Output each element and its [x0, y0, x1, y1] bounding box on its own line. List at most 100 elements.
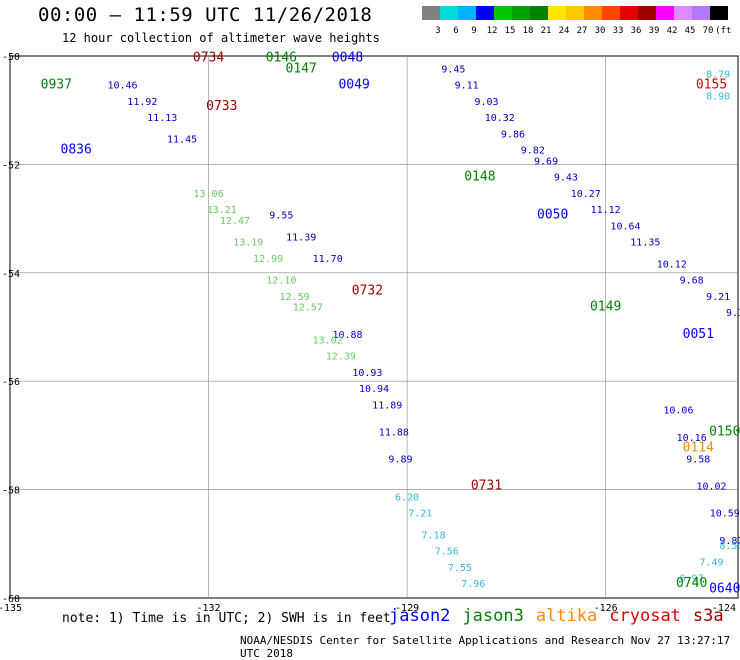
colorbar-label: 39 [649, 26, 660, 36]
swh-point-altika: 7.18 [422, 530, 446, 541]
swh-point-jason2: 9.68 [680, 276, 704, 287]
colorbar-swatch [692, 6, 710, 20]
colorbar-label: 3 [435, 26, 440, 36]
swh-point-jason2: 10.16 [677, 433, 707, 444]
legend-s3a: s3a [692, 606, 724, 626]
colorbar-label: 6 [453, 26, 458, 36]
colorbar-label: 30 [595, 26, 606, 36]
colorbar-swatch [548, 6, 566, 20]
colorbar-swatch [710, 6, 728, 20]
track-time-label: 0836 [61, 143, 92, 158]
altimeter-chart: -135-132-129-126-123-124-50-52-54-56-58-… [0, 50, 740, 614]
swh-point-jason2: 9.89 [388, 455, 412, 466]
track-time-label: 0155 [696, 78, 727, 93]
y-tick-label: -54 [2, 269, 20, 280]
colorbar-label: 70 [703, 26, 714, 36]
swh-point-altika: 7.55 [448, 563, 472, 574]
track-time-label: 0734 [193, 50, 224, 65]
swh-point-jason3: 12.10 [266, 276, 296, 287]
swh-point-jason2: 9.55 [269, 211, 293, 222]
colorbar-label: 18 [523, 26, 534, 36]
colorbar-swatch [530, 6, 548, 20]
track-time-label: 0937 [41, 78, 72, 93]
colorbar-swatch [656, 6, 674, 20]
swh-point-jason3: 12.99 [253, 254, 283, 265]
colorbar-swatch [566, 6, 584, 20]
x-tick-label: -135 [0, 603, 22, 614]
colorbar-label: 9 [471, 26, 476, 36]
track-time-label: 0640 [709, 582, 740, 597]
swh-point-jason3: 12.39 [326, 352, 356, 363]
swh-point-jason3: 12.47 [220, 216, 250, 227]
page-subtitle: 12 hour collection of altimeter wave hei… [62, 31, 380, 45]
swh-point-altika: 7.21 [408, 509, 432, 520]
swh-point-jason3: 12.57 [293, 303, 323, 314]
colorbar-swatch [512, 6, 530, 20]
plot-frame [9, 55, 739, 599]
swh-point-jason2: 9.45 [441, 64, 465, 75]
swh-point-jason2: 9.11 [455, 81, 479, 92]
track-time-label: 0731 [471, 479, 502, 494]
swh-point-jason2: 11.89 [372, 400, 402, 411]
swh-point-jason2: 10.32 [485, 113, 515, 124]
legend-jason3: jason3 [462, 606, 524, 626]
swh-point-jason2: 11.88 [379, 427, 409, 438]
swh-point-jason2: 9.43 [554, 173, 578, 184]
colorbar-swatch [494, 6, 512, 20]
swh-point-altika: 7.96 [461, 579, 485, 590]
track-time-label: 0733 [206, 99, 237, 114]
swh-point-jason3: 12.59 [280, 292, 310, 303]
track-time-label: 0051 [683, 327, 714, 342]
swh-point-jason3: 13.06 [193, 189, 223, 200]
swh-point-jason3: 13.02 [313, 335, 343, 346]
swh-point-jason2: 9.69 [534, 156, 558, 167]
swh-point-jason2: 10.06 [663, 406, 693, 417]
colorbar-label: 12 [487, 26, 498, 36]
track-time-label: 0148 [464, 170, 495, 185]
footnote: note: 1) Time is in UTC; 2) SWH is in fe… [62, 611, 391, 626]
satellite-legend: jason2 jason3 altika cryosat s3a [389, 606, 736, 626]
swh-point-altika: 7.56 [435, 547, 459, 558]
swh-point-altika: 8.79 [706, 70, 730, 81]
colorbar-label: 27 [577, 26, 588, 36]
swh-point-jason2: 9.86 [501, 129, 525, 140]
track-time-label: 0150 [709, 424, 740, 439]
legend-jason2: jason2 [389, 606, 451, 626]
colorbar-swatch [620, 6, 638, 20]
legend-cryosat: cryosat [609, 606, 681, 626]
y-tick-label: -56 [2, 377, 20, 388]
swh-point-altika: 8.56 [719, 541, 740, 552]
colorbar-label: 33 [613, 26, 624, 36]
swh-point-jason2: 9.34 [726, 308, 740, 319]
swh-point-jason2: 10.46 [107, 81, 137, 92]
swh-point-jason2: 9.03 [474, 97, 498, 108]
y-tick-label: -50 [2, 52, 20, 63]
colorbar-swatch [638, 6, 656, 20]
swh-point-jason2: 11.70 [313, 254, 343, 265]
colorbar-swatch [440, 6, 458, 20]
swh-point-jason2: 9.21 [706, 292, 730, 303]
page-title: 00:00 – 11:59 UTC 11/26/2018 [38, 4, 373, 26]
swh-point-jason2: 11.13 [147, 113, 177, 124]
swh-point-jason2: 10.64 [610, 221, 640, 232]
colorbar-label: 15 [505, 26, 516, 36]
colorbar-label: 21 [541, 26, 552, 36]
colorbar-swatch [476, 6, 494, 20]
colorbar-swatch [674, 6, 692, 20]
colorbar-swatch [584, 6, 602, 20]
swh-point-jason2: 9.82 [521, 146, 545, 157]
credit-line: NOAA/NESDIS Center for Satellite Applica… [240, 634, 731, 660]
track-time-label: 0740 [676, 576, 707, 591]
swh-point-jason3: 13.19 [233, 238, 263, 249]
colorbar-label: (ft) [715, 26, 732, 36]
colorbar-label: 45 [685, 26, 696, 36]
swh-point-jason2: 10.27 [571, 189, 601, 200]
swh-point-jason2: 10.59 [710, 509, 740, 520]
track-time-label: 0732 [352, 283, 383, 298]
swh-point-jason2: 11.35 [630, 238, 660, 249]
colorbar-swatch [602, 6, 620, 20]
swh-point-jason2: 11.45 [167, 135, 197, 146]
x-tick-label: -132 [196, 603, 220, 614]
swh-point-jason2: 9.58 [686, 455, 710, 466]
track-time-label: 0147 [286, 61, 317, 76]
